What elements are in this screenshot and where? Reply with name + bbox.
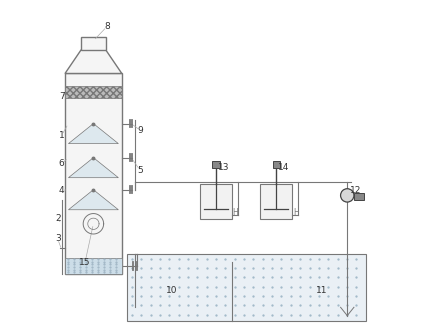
- Text: 13: 13: [218, 163, 230, 171]
- Text: H: H: [293, 208, 298, 217]
- Text: 14: 14: [278, 163, 289, 171]
- Text: 6: 6: [59, 159, 64, 168]
- Polygon shape: [68, 190, 119, 210]
- Text: 1: 1: [59, 131, 64, 140]
- Text: 3: 3: [55, 234, 60, 243]
- Circle shape: [341, 189, 354, 202]
- Bar: [213, 161, 220, 168]
- Bar: [354, 193, 364, 200]
- Bar: [65, 258, 122, 274]
- Text: 4: 4: [59, 186, 64, 195]
- Bar: [81, 37, 106, 50]
- Polygon shape: [65, 50, 122, 73]
- Polygon shape: [68, 158, 119, 178]
- Bar: [261, 184, 292, 219]
- Bar: [65, 86, 122, 98]
- Text: H: H: [233, 208, 238, 217]
- Text: 8: 8: [104, 22, 110, 31]
- Bar: [127, 254, 365, 321]
- Bar: [200, 184, 232, 219]
- Text: 5: 5: [137, 166, 143, 175]
- Bar: [273, 161, 280, 168]
- Text: 11: 11: [317, 286, 328, 295]
- Bar: [65, 73, 122, 274]
- Text: 15: 15: [79, 258, 91, 267]
- Polygon shape: [68, 124, 119, 144]
- Text: 10: 10: [166, 286, 178, 295]
- Text: 9: 9: [137, 126, 143, 135]
- Text: 7: 7: [59, 93, 64, 101]
- Text: 12: 12: [350, 186, 361, 195]
- Text: 2: 2: [55, 214, 60, 223]
